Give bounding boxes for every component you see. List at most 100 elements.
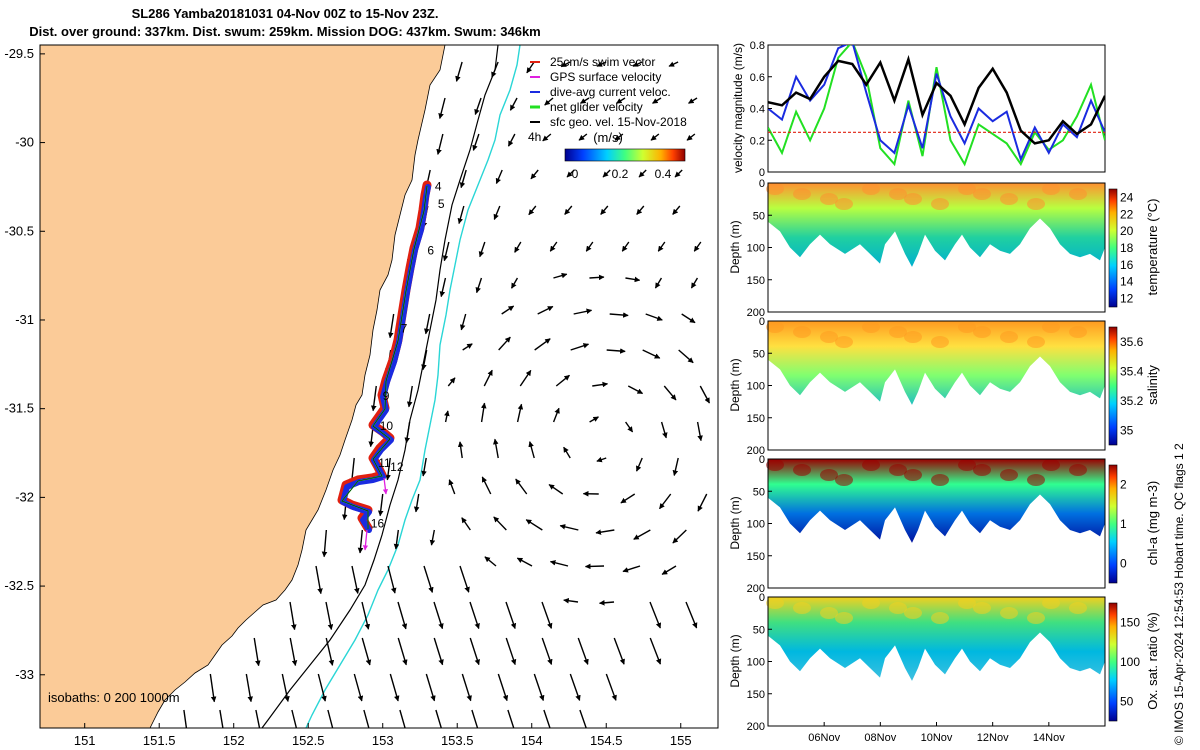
velocity-vector [462,343,473,351]
map-xtick-label: 155 [670,733,692,748]
section-ylabel: Depth (m) [728,358,742,411]
velocity-vector [424,313,431,335]
velocity-vector [606,348,626,354]
velocity-vector [625,421,634,433]
velocity-series-line [768,54,1105,145]
velocity-vector [649,637,662,665]
velocity-vector [397,601,408,630]
velocity-vector [457,441,464,459]
isobath-1000m [305,45,521,728]
velocity-vector [493,205,501,220]
velocity-vector [555,374,570,387]
velocity-vector [541,637,553,665]
velocity-vector [317,673,327,702]
velocity-vector [589,416,599,423]
figure-title-line2: Dist. over ground: 337km. Dist. swum: 25… [29,24,541,39]
isobath-label: isobaths: 0 200 1000m [48,690,180,705]
section-ytick-label: 150 [747,551,765,563]
map-ytick-label: -30 [15,135,34,150]
track-centerline [341,185,428,529]
section-colorbar-tick: 16 [1120,258,1134,272]
legend-sfcgeo: sfc geo. vel. 15-Nov-2018 [550,115,687,129]
section-patch [1000,193,1018,205]
velocity-vector [361,637,372,666]
velocity-vector [625,276,641,283]
velocity-vector [528,441,535,459]
velocity-vector [548,483,564,495]
section-ytick-label: 100 [747,381,765,393]
section-panel: 0 50 100 150 200 Depth (m) 0 1 2 chl-a (mg m-3) [728,454,1160,595]
section-ytick-label: 0 [759,178,765,190]
velocity-vector [325,637,335,666]
velocity-vector [406,385,413,408]
velocity-vector [589,274,605,281]
velocity-vector [515,478,528,495]
velocity-vector [542,133,552,142]
velocity-vector [678,349,694,364]
map-legend: 25cm/s swim vector GPS surface velocity … [528,55,687,181]
velocity-vector [315,565,323,595]
section-colorbar-tick: 22 [1120,207,1134,221]
velocity-vector [421,457,427,477]
velocity-series-line [768,45,1105,167]
velocity-vector [442,241,450,262]
velocity-vector [436,133,444,155]
track-day-labels: 4 5 6 7 9 10 11 12 16 [371,179,445,530]
section-patch [889,464,907,476]
velocity-vector [507,709,515,728]
velocity-axis-ticks: 0 0.2 0.4 0.6 0.8 [750,40,772,179]
section-patch [1027,612,1045,624]
map-ytick-label: -32.5 [4,578,34,593]
velocity-vector [595,529,615,535]
velocity-vector [363,709,370,728]
velocity-vector [690,277,699,289]
velocity-vector [543,709,551,728]
section-colorbar-tick: 18 [1120,241,1134,255]
section-ytick-label: 50 [753,624,765,636]
velocity-vector [459,169,467,189]
velocity-ylabel: velocity magnitude (m/s) [731,43,745,173]
map-xtick-label: 153.5 [441,733,474,748]
velocity-vector [413,493,420,513]
velocity-vector [472,133,480,151]
section-patch [1027,474,1045,486]
velocity-vector [498,336,511,351]
velocity-vector [325,601,334,631]
section-patch [904,193,922,205]
velocity-vector [507,133,516,147]
section-patch [973,464,991,476]
section-patch [862,597,880,609]
map-colorbar [564,148,686,162]
section-ytick-label: 50 [753,348,765,360]
section-colorbar-tick: 20 [1120,224,1134,238]
velocity-vector [377,493,384,517]
velocity-vector [569,673,581,701]
velocity-ytick-label: 0.2 [750,135,765,147]
velocity-vector [645,313,663,321]
velocity-vector [209,673,217,703]
section-patch [1027,336,1045,348]
velocity-vector [423,565,434,593]
velocity-vector [289,637,298,667]
section-patch [793,326,811,338]
section-colorbar [1108,188,1118,308]
velocity-vector [461,673,472,702]
velocity-vector [435,709,443,728]
section-patch [820,331,838,343]
section-ytick-label: 50 [753,486,765,498]
velocity-vector [563,446,571,459]
section-patch [1000,469,1018,481]
section-patch [835,474,853,486]
velocity-vector [672,529,687,544]
legend-diveavg: dive-avg current veloc. [550,85,671,99]
section-patch [973,188,991,200]
section-colorbar-tick: 150 [1120,616,1140,630]
velocity-vector [636,205,645,215]
section-patch [766,597,784,609]
velocity-vector [699,385,711,404]
track-day-label: 7 [401,321,408,335]
section-colorbar-tick: 35.2 [1120,394,1144,408]
section-patch [862,183,880,195]
section-ytick-label: 0 [759,316,765,328]
velocity-vector [493,516,507,531]
